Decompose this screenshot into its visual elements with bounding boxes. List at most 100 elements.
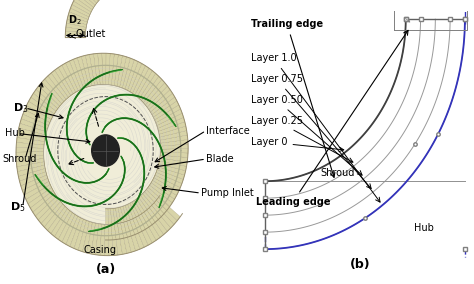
Polygon shape bbox=[117, 56, 127, 87]
Text: (b): (b) bbox=[350, 258, 371, 271]
Polygon shape bbox=[35, 156, 125, 207]
Text: Blade: Blade bbox=[206, 154, 234, 164]
Polygon shape bbox=[66, 216, 81, 247]
Polygon shape bbox=[106, 209, 109, 240]
Polygon shape bbox=[58, 213, 75, 242]
Polygon shape bbox=[79, 0, 97, 5]
Text: D$_2$: D$_2$ bbox=[69, 13, 82, 27]
Polygon shape bbox=[24, 181, 50, 200]
Polygon shape bbox=[116, 208, 125, 239]
Text: (a): (a) bbox=[95, 263, 116, 276]
Polygon shape bbox=[154, 200, 177, 224]
Polygon shape bbox=[114, 224, 122, 255]
Polygon shape bbox=[156, 197, 180, 221]
Circle shape bbox=[91, 135, 119, 166]
Polygon shape bbox=[82, 222, 92, 253]
Polygon shape bbox=[158, 122, 186, 134]
Polygon shape bbox=[33, 193, 57, 216]
Polygon shape bbox=[16, 152, 44, 157]
Polygon shape bbox=[122, 58, 134, 89]
Polygon shape bbox=[161, 144, 188, 149]
Polygon shape bbox=[16, 158, 44, 167]
Polygon shape bbox=[18, 165, 45, 176]
Polygon shape bbox=[45, 76, 66, 102]
Polygon shape bbox=[31, 93, 56, 114]
Polygon shape bbox=[74, 219, 86, 250]
Polygon shape bbox=[73, 58, 86, 88]
Polygon shape bbox=[155, 105, 181, 123]
Polygon shape bbox=[138, 214, 156, 243]
Polygon shape bbox=[82, 0, 98, 3]
Polygon shape bbox=[26, 185, 52, 204]
Polygon shape bbox=[47, 206, 67, 234]
Polygon shape bbox=[141, 194, 162, 219]
Polygon shape bbox=[102, 118, 166, 208]
Text: D$_3$: D$_3$ bbox=[12, 101, 28, 115]
Polygon shape bbox=[111, 224, 118, 255]
Polygon shape bbox=[17, 137, 45, 145]
Polygon shape bbox=[100, 224, 105, 256]
Polygon shape bbox=[148, 185, 173, 206]
Polygon shape bbox=[51, 70, 71, 97]
Polygon shape bbox=[67, 16, 87, 25]
Polygon shape bbox=[68, 12, 88, 22]
Polygon shape bbox=[123, 205, 136, 236]
Polygon shape bbox=[154, 175, 180, 191]
Polygon shape bbox=[85, 55, 94, 86]
Polygon shape bbox=[145, 189, 167, 213]
Polygon shape bbox=[137, 197, 156, 224]
Polygon shape bbox=[62, 63, 78, 92]
Polygon shape bbox=[106, 53, 110, 85]
Polygon shape bbox=[120, 222, 131, 253]
Polygon shape bbox=[69, 8, 89, 20]
Polygon shape bbox=[55, 68, 73, 96]
Polygon shape bbox=[111, 54, 118, 85]
Polygon shape bbox=[128, 62, 142, 92]
Polygon shape bbox=[18, 168, 46, 181]
Polygon shape bbox=[109, 53, 114, 85]
Polygon shape bbox=[158, 117, 185, 131]
Polygon shape bbox=[160, 152, 188, 158]
Polygon shape bbox=[114, 55, 122, 86]
Polygon shape bbox=[21, 175, 48, 191]
Polygon shape bbox=[160, 155, 188, 162]
Polygon shape bbox=[58, 65, 76, 94]
Text: Layer 0.25: Layer 0.25 bbox=[251, 116, 353, 162]
Polygon shape bbox=[48, 73, 68, 99]
Polygon shape bbox=[45, 93, 109, 183]
Polygon shape bbox=[113, 208, 121, 239]
Text: Trailing edge: Trailing edge bbox=[251, 19, 335, 177]
Polygon shape bbox=[93, 53, 100, 85]
Polygon shape bbox=[141, 212, 160, 240]
Polygon shape bbox=[127, 220, 140, 251]
Text: Layer 0.50: Layer 0.50 bbox=[251, 95, 362, 175]
Text: Layer 0: Layer 0 bbox=[251, 137, 344, 152]
Polygon shape bbox=[17, 133, 45, 142]
Polygon shape bbox=[160, 135, 188, 143]
Polygon shape bbox=[66, 19, 87, 28]
Polygon shape bbox=[135, 199, 153, 227]
Polygon shape bbox=[16, 155, 44, 162]
Text: D$_5$: D$_5$ bbox=[10, 201, 26, 214]
Polygon shape bbox=[66, 23, 86, 30]
Polygon shape bbox=[145, 83, 167, 107]
Polygon shape bbox=[84, 0, 100, 1]
Text: Casing: Casing bbox=[84, 245, 117, 255]
Polygon shape bbox=[119, 57, 130, 88]
Polygon shape bbox=[139, 73, 159, 101]
Polygon shape bbox=[125, 204, 139, 234]
Polygon shape bbox=[91, 223, 99, 255]
Polygon shape bbox=[21, 114, 49, 129]
Polygon shape bbox=[78, 220, 90, 252]
Polygon shape bbox=[17, 162, 45, 172]
Polygon shape bbox=[159, 126, 187, 137]
Polygon shape bbox=[108, 224, 113, 256]
Polygon shape bbox=[138, 195, 159, 222]
Polygon shape bbox=[159, 161, 186, 171]
Text: Layer 1.0: Layer 1.0 bbox=[251, 53, 380, 202]
Circle shape bbox=[30, 65, 181, 236]
Polygon shape bbox=[27, 101, 53, 120]
Polygon shape bbox=[20, 119, 47, 132]
Polygon shape bbox=[144, 210, 164, 237]
Polygon shape bbox=[110, 208, 117, 240]
